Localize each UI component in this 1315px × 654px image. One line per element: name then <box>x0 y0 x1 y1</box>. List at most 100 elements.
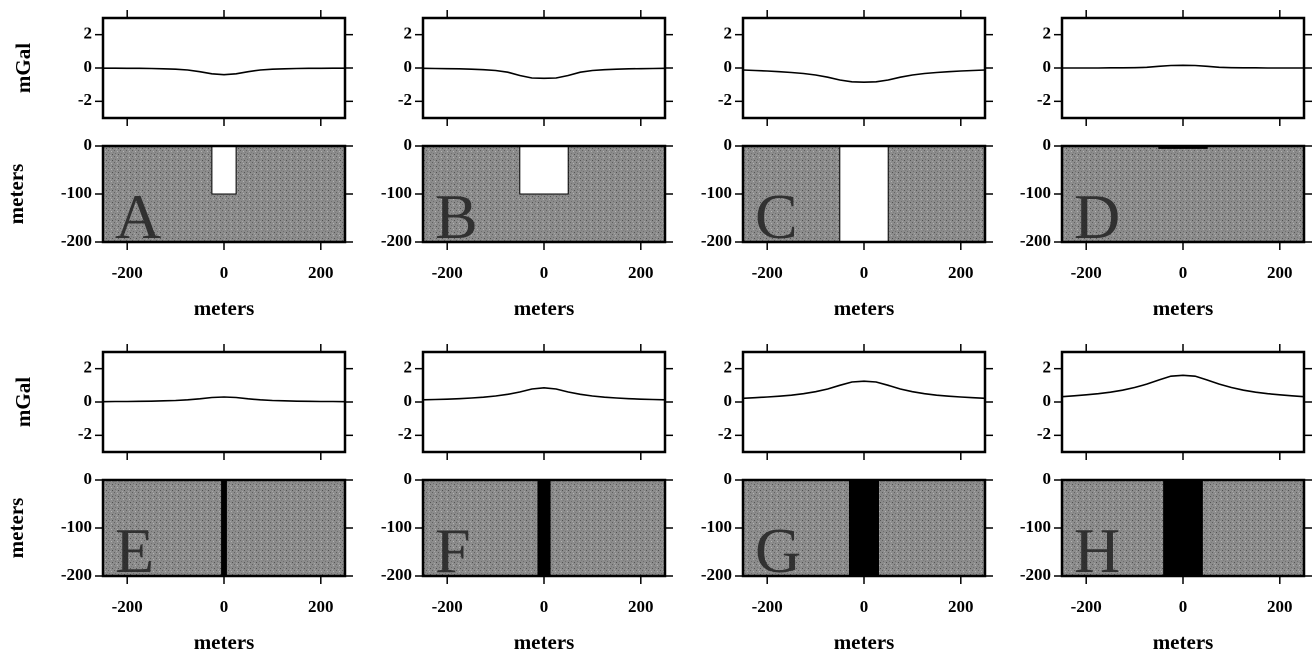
body <box>537 479 551 577</box>
x-axis-label: meters <box>1153 630 1214 654</box>
y-tick-label: 2 <box>724 358 733 377</box>
x-tick-label: -200 <box>752 597 783 616</box>
y-tick-label: 2 <box>1043 358 1052 377</box>
y-tick-label: 2 <box>724 24 733 43</box>
x-tick-label: 200 <box>1267 263 1293 282</box>
x-tick-label: 0 <box>220 263 229 282</box>
y-tick-label: -2 <box>398 90 412 109</box>
y-tick-label: 0 <box>84 391 93 410</box>
gravity-profile <box>422 387 666 401</box>
gravity-profile <box>103 67 345 76</box>
y-tick-label: 0 <box>1043 469 1052 488</box>
y-tick-label: 0 <box>84 57 93 76</box>
gravity-profile <box>742 69 986 83</box>
y-tick-label: -2 <box>718 90 732 109</box>
x-tick-label: 200 <box>948 597 974 616</box>
y-tick-label: 0 <box>404 135 413 154</box>
y-tick-label: -200 <box>381 231 412 250</box>
body <box>221 479 227 577</box>
y-tick-label: 0 <box>1043 391 1052 410</box>
x-tick-label: -200 <box>432 263 463 282</box>
y-tick-label: 2 <box>404 358 413 377</box>
x-tick-label: -200 <box>432 597 463 616</box>
x-tick-label: 0 <box>860 263 869 282</box>
y-tick-label: -2 <box>398 424 412 443</box>
gravity-profile <box>422 67 666 80</box>
x-tick-label: 200 <box>628 597 654 616</box>
x-tick-label: -200 <box>112 263 143 282</box>
y-tick-label: -100 <box>701 183 732 202</box>
plot-frame-bg <box>743 352 985 452</box>
gravity-profile <box>102 396 346 403</box>
y-tick-label: -100 <box>381 183 412 202</box>
y-tick-label: 0 <box>724 57 733 76</box>
x-tick-label: 0 <box>1179 597 1188 616</box>
y-tick-label: 0 <box>1043 57 1052 76</box>
y-tick-label: -2 <box>718 424 732 443</box>
body <box>848 479 880 577</box>
plot-frame <box>421 478 667 578</box>
y-axis-label: meters <box>4 498 28 559</box>
x-axis-label: meters <box>514 296 575 320</box>
body <box>839 145 889 243</box>
y-tick-label: 2 <box>1043 24 1052 43</box>
x-tick-label: 0 <box>540 263 549 282</box>
x-tick-label: 200 <box>308 263 334 282</box>
body <box>1163 479 1203 577</box>
x-axis-label: meters <box>514 630 575 654</box>
gravity-profile <box>1061 374 1305 398</box>
y-axis-label: mGal <box>11 43 35 93</box>
plot-frame <box>1060 144 1306 244</box>
y-tick-label: -200 <box>61 231 92 250</box>
y-tick-label: 0 <box>404 469 413 488</box>
x-axis-label: meters <box>194 630 255 654</box>
plot-frame <box>741 144 987 244</box>
panel-letter: C <box>755 181 798 252</box>
y-tick-label: 2 <box>404 24 413 43</box>
panel-letter: B <box>435 181 478 252</box>
y-axis-label: mGal <box>11 377 35 427</box>
plot-frame <box>101 478 347 578</box>
y-tick-label: 2 <box>84 24 93 43</box>
x-tick-label: 0 <box>540 597 549 616</box>
y-tick-label: -2 <box>1037 424 1051 443</box>
panel-letter: F <box>435 515 471 586</box>
y-tick-label: -200 <box>1020 231 1051 250</box>
x-tick-label: -200 <box>752 263 783 282</box>
y-tick-label: 0 <box>1043 135 1052 154</box>
y-tick-label: -2 <box>1037 90 1051 109</box>
x-tick-label: -200 <box>1071 263 1102 282</box>
y-tick-label: 0 <box>724 135 733 154</box>
y-tick-label: 0 <box>404 57 413 76</box>
x-axis-label: meters <box>834 296 895 320</box>
panel-letter: G <box>755 515 801 586</box>
panel-letter: D <box>1074 181 1120 252</box>
x-axis-label: meters <box>1153 296 1214 320</box>
body <box>519 145 569 195</box>
panel-letter: E <box>115 515 154 586</box>
y-tick-label: -100 <box>1020 183 1051 202</box>
y-tick-label: -100 <box>61 183 92 202</box>
plot-frame-bg <box>743 18 985 118</box>
plot-frame-bg <box>1062 352 1304 452</box>
x-tick-label: 200 <box>948 263 974 282</box>
gravity-profile <box>742 380 986 400</box>
y-tick-label: 0 <box>84 469 93 488</box>
y-tick-label: -100 <box>1020 517 1051 536</box>
y-tick-label: -200 <box>701 565 732 584</box>
section-texture <box>1062 146 1304 242</box>
body <box>211 145 237 195</box>
gravity-profile <box>1062 64 1304 69</box>
panel-letter: A <box>115 181 161 252</box>
plot-frame-bg <box>423 352 665 452</box>
y-tick-label: -200 <box>1020 565 1051 584</box>
plot-frame <box>421 144 667 244</box>
x-tick-label: -200 <box>1071 597 1102 616</box>
x-tick-label: 0 <box>220 597 229 616</box>
x-tick-label: -200 <box>112 597 143 616</box>
y-tick-label: 0 <box>84 135 93 154</box>
y-tick-label: 0 <box>404 391 413 410</box>
y-tick-label: -2 <box>78 424 92 443</box>
y-tick-label: -100 <box>701 517 732 536</box>
